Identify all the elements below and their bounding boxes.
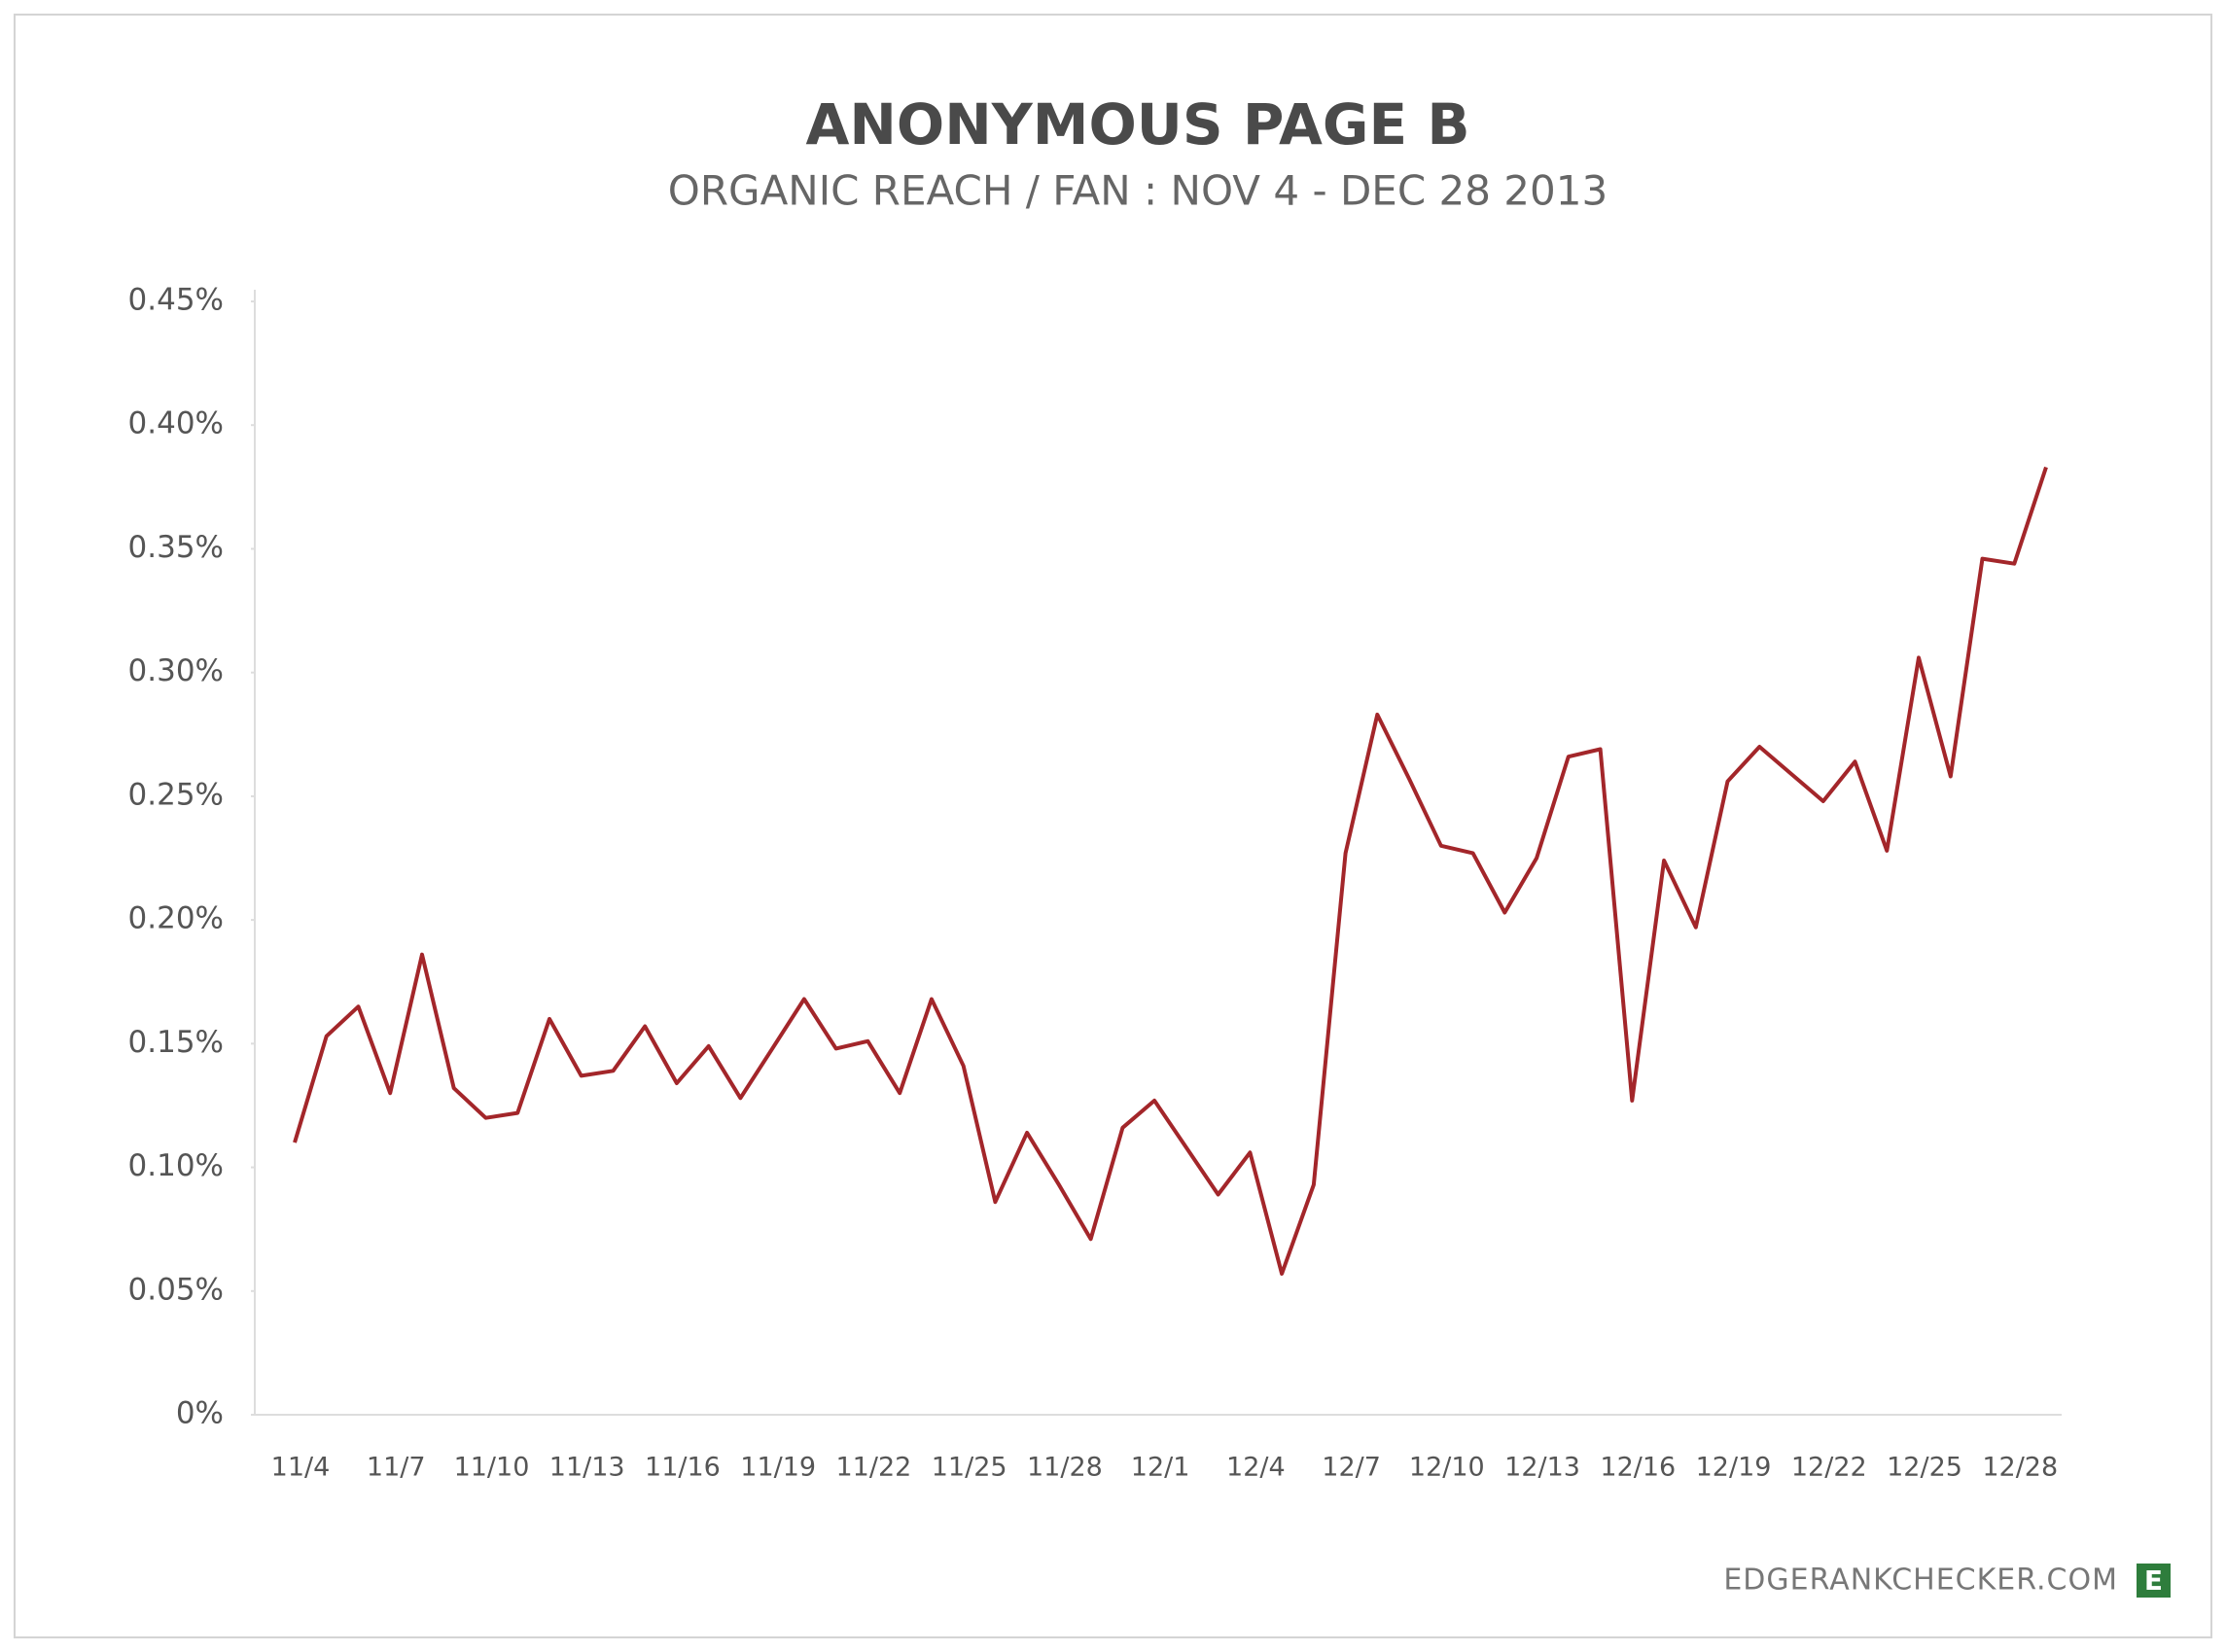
y-tick-label: 0.45% <box>128 283 224 318</box>
chart-subtitle: ORGANIC REACH / FAN : NOV 4 - DEC 28 201… <box>668 167 1608 215</box>
y-tick-label: 0.15% <box>128 1025 224 1060</box>
x-tick-label: 11/25 <box>932 1453 1007 1483</box>
x-tick-label: 12/13 <box>1504 1453 1580 1483</box>
x-tick-label: 11/22 <box>836 1453 912 1483</box>
logo: E <box>2144 1564 2163 1597</box>
x-tick-label: 12/4 <box>1226 1453 1286 1483</box>
y-tick-label: 0.10% <box>128 1148 224 1183</box>
x-tick-label: 12/16 <box>1600 1453 1676 1483</box>
logo-box <box>2137 1564 2171 1598</box>
x-tick-label: 11/28 <box>1027 1453 1103 1483</box>
y-tick-label: 0.30% <box>128 653 224 688</box>
x-tick-label: 12/28 <box>1982 1453 2058 1483</box>
x-tick-label: 12/25 <box>1887 1453 1962 1483</box>
y-tick-label: 0.05% <box>128 1272 224 1307</box>
x-tick-label: 12/7 <box>1322 1453 1381 1483</box>
frame <box>14 14 2212 1638</box>
y-tick-label: 0.25% <box>128 777 224 812</box>
line-series <box>293 466 2048 1276</box>
y-tick-label: 0.20% <box>128 901 224 936</box>
chart-title: ANONYMOUS PAGE B <box>805 91 1469 158</box>
x-tick-label: 12/10 <box>1409 1453 1485 1483</box>
x-tick-label: 12/22 <box>1791 1453 1867 1483</box>
x-tick-label: 11/10 <box>454 1453 530 1483</box>
y-tick-label: 0% <box>176 1396 224 1431</box>
x-tick-label: 11/19 <box>740 1453 816 1483</box>
x-tick-label: 12/1 <box>1131 1453 1190 1483</box>
x-tick-label: 11/7 <box>367 1453 426 1483</box>
x-tick-label: 12/19 <box>1696 1453 1772 1483</box>
y-tick-label: 0.35% <box>128 530 224 565</box>
x-tick-label: 11/4 <box>271 1453 331 1483</box>
x-tick-label: 11/16 <box>645 1453 721 1483</box>
x-tick-label: 11/13 <box>549 1453 625 1483</box>
y-tick-label: 0.40% <box>128 406 224 441</box>
footer: EDGERANKCHECKER.COM <box>1723 1564 2118 1598</box>
